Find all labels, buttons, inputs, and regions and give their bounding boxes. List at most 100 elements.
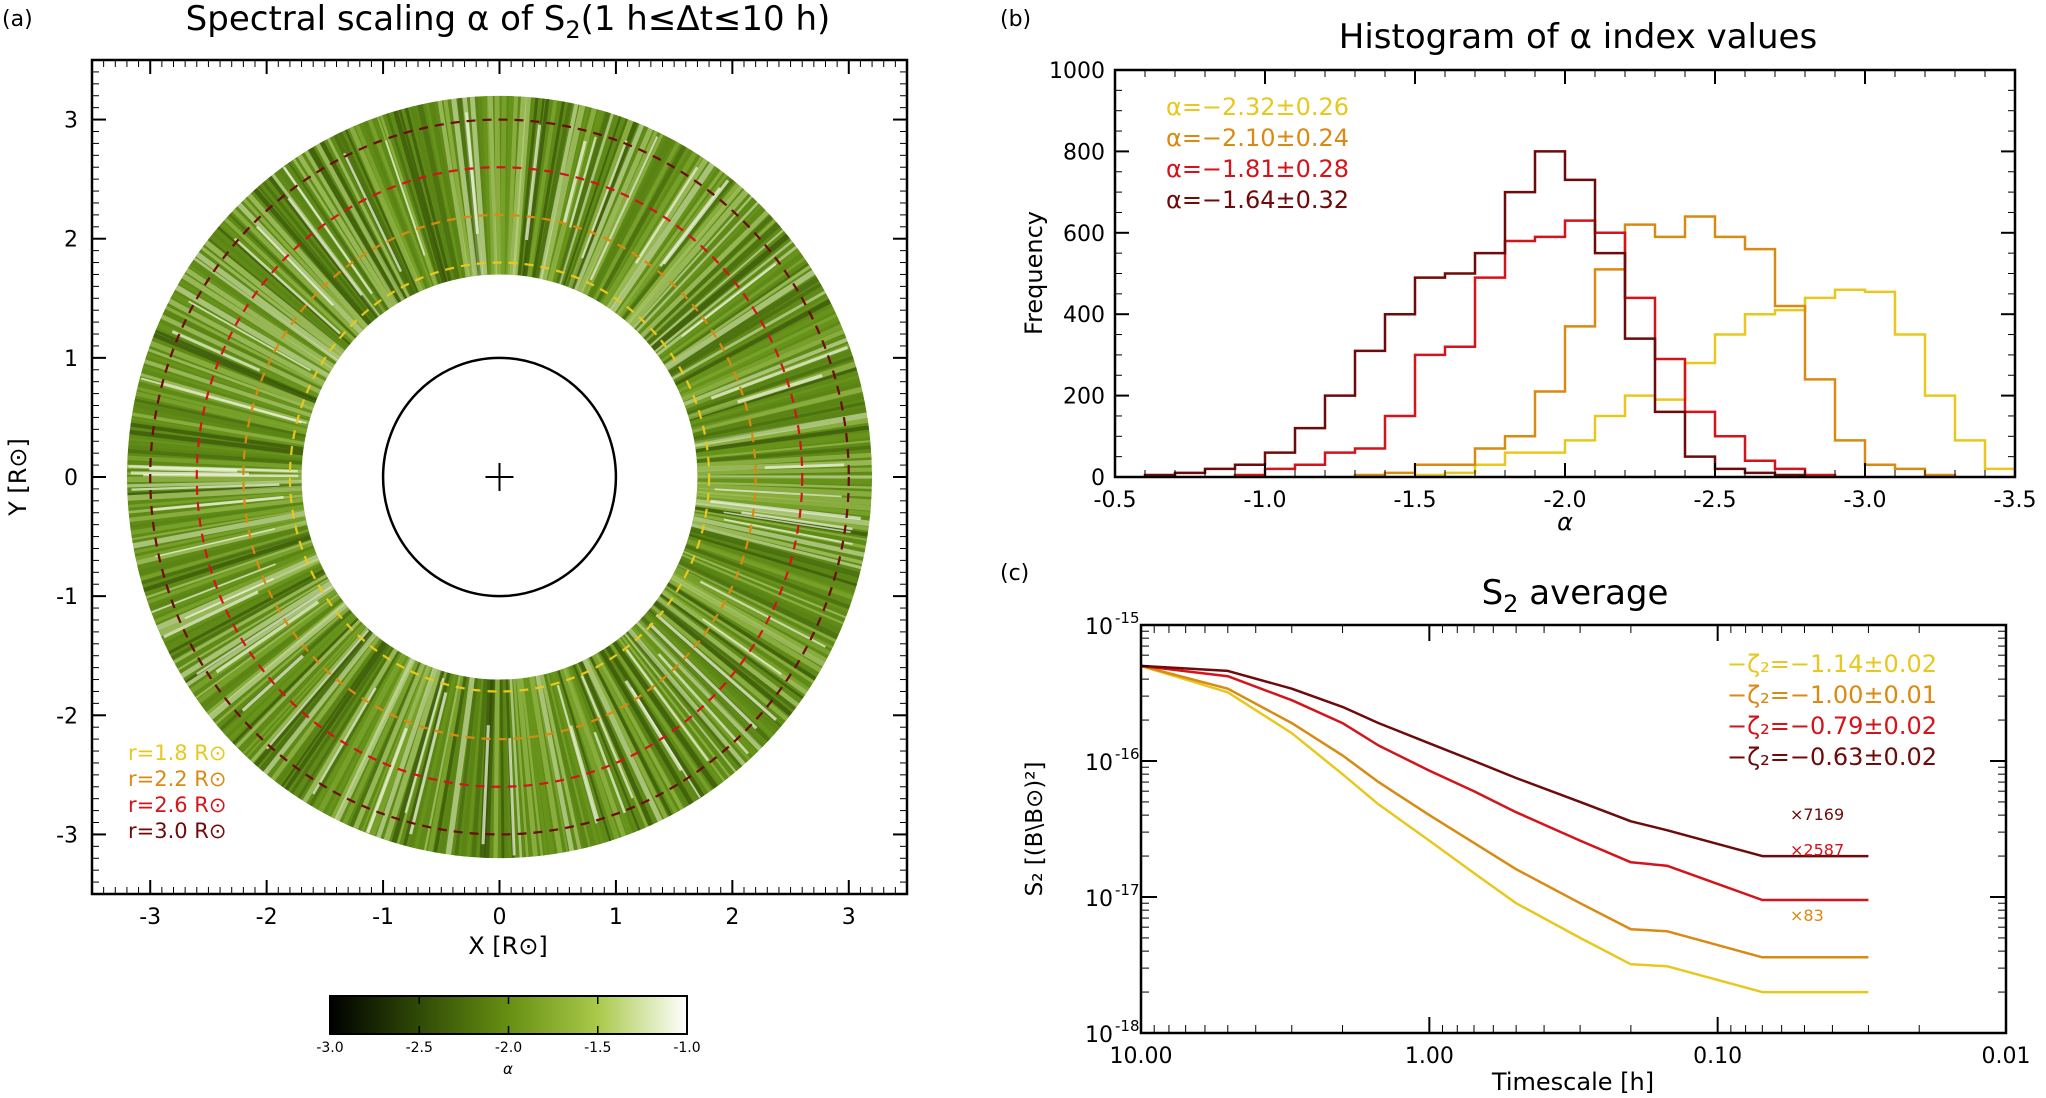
scale-factor-labels: ×83 ×2587 ×7169 bbox=[1790, 805, 1844, 925]
annulus-streak bbox=[618, 173, 728, 318]
annulus-streak bbox=[167, 298, 326, 386]
panel-b-frame bbox=[1113, 68, 2017, 479]
annulus-streak bbox=[171, 292, 328, 383]
annulus-bright-streak bbox=[593, 731, 627, 814]
annulus-streak bbox=[141, 531, 310, 585]
panel-a-label: (a) bbox=[2, 7, 33, 32]
annulus-streak bbox=[588, 656, 673, 817]
annulus-streak bbox=[679, 556, 842, 634]
annulus-bright-streak bbox=[409, 692, 448, 835]
annulus-streak bbox=[523, 98, 550, 277]
annulus-streak bbox=[694, 412, 868, 447]
annulus-streak bbox=[697, 476, 873, 485]
annulus-streak bbox=[151, 548, 316, 618]
annulus-streak bbox=[694, 418, 869, 450]
y-tick-exponent: -15 bbox=[1115, 609, 1140, 627]
annulus-streak bbox=[540, 674, 582, 850]
legend-entry-r2.2: r=2.2 R⊙ bbox=[128, 767, 227, 791]
annulus-bright-streak bbox=[283, 166, 373, 295]
x-tick-label: -2 bbox=[256, 905, 278, 930]
annulus-streak bbox=[158, 557, 321, 637]
annulus-streak bbox=[369, 666, 435, 837]
annulus-streak bbox=[599, 649, 694, 805]
annulus-streak bbox=[127, 485, 303, 501]
annulus-streak bbox=[466, 678, 485, 858]
annulus-bright-streak bbox=[149, 467, 238, 473]
annulus-streak bbox=[325, 655, 410, 816]
annulus-streak bbox=[127, 491, 303, 508]
colorbar-tick-label: -1.5 bbox=[584, 1040, 611, 1056]
annulus-streak bbox=[691, 523, 862, 570]
panel-b-title: Histogram of α index values bbox=[1339, 17, 1817, 57]
annulus-streak bbox=[506, 96, 519, 275]
annulus-streak bbox=[128, 437, 303, 458]
annulus-streak bbox=[517, 97, 539, 276]
annulus-bright-streak bbox=[764, 463, 845, 470]
annulus-streak bbox=[475, 96, 489, 275]
annulus-streak bbox=[656, 596, 800, 708]
y-tick-label: 200 bbox=[1063, 385, 1105, 410]
annulus-streak bbox=[550, 109, 605, 283]
annulus-bright-streak bbox=[681, 263, 777, 338]
annulus-streak bbox=[534, 675, 569, 853]
y-tick-label: 10 bbox=[1085, 887, 1113, 912]
annulus-bright-streak bbox=[384, 140, 426, 256]
annulus-streak bbox=[313, 651, 404, 810]
annulus-streak bbox=[263, 632, 377, 775]
annulus-streak bbox=[461, 678, 483, 857]
annulus-bright-streak bbox=[655, 613, 778, 721]
legend-entry-1: −ζ₂=−1.00±0.01 bbox=[1727, 681, 1937, 709]
annulus-streak bbox=[204, 240, 346, 355]
annulus-streak bbox=[235, 619, 362, 749]
annulus-streak bbox=[391, 670, 446, 844]
y-tick-exponent: -17 bbox=[1115, 881, 1140, 899]
annulus-streak bbox=[486, 95, 498, 275]
annulus-streak bbox=[139, 529, 310, 582]
annulus-bright-streak bbox=[366, 727, 408, 834]
x-tick-label: 2 bbox=[725, 905, 739, 930]
y-tick-label: -3 bbox=[56, 823, 78, 848]
annulus-streak bbox=[217, 226, 351, 346]
annulus-streak bbox=[242, 623, 365, 755]
panel-a-xlabel: X [R⊙] bbox=[468, 932, 548, 960]
annulus-streak bbox=[534, 102, 573, 279]
annulus-streak bbox=[253, 628, 372, 767]
annulus-streak bbox=[684, 546, 849, 613]
annulus-bright-streak bbox=[255, 225, 334, 307]
annulus-streak bbox=[535, 675, 575, 852]
annulus-streak bbox=[696, 445, 872, 463]
annulus-streak bbox=[223, 612, 355, 736]
x-tick-label: -3.5 bbox=[1994, 488, 2037, 513]
annulus-streak bbox=[427, 675, 465, 852]
annulus-bright-streak bbox=[710, 499, 861, 521]
annulus-streak bbox=[393, 110, 447, 284]
annulus-streak bbox=[185, 267, 335, 370]
annulus-streak bbox=[154, 329, 318, 401]
annulus-streak bbox=[135, 391, 307, 435]
annulus-streak bbox=[694, 509, 868, 541]
annulus-streak bbox=[253, 187, 372, 326]
annulus-streak bbox=[693, 401, 866, 440]
annulus-streak bbox=[690, 526, 861, 578]
annulus-streak bbox=[662, 588, 810, 692]
panel-a-axes: -3 -2 -1 0 1 2 3 -3 -2 -1 0 1 2 3 bbox=[56, 59, 908, 930]
annulus-streak bbox=[168, 569, 325, 655]
annulus-streak bbox=[687, 538, 855, 597]
annulus-streak bbox=[469, 96, 488, 276]
annulus-streak bbox=[499, 679, 505, 859]
annulus-streak bbox=[638, 618, 765, 748]
annulus-streak bbox=[433, 676, 468, 853]
panel-b-xlabel: α bbox=[1557, 508, 1573, 536]
annulus-streak bbox=[697, 483, 872, 497]
annulus-streak bbox=[613, 166, 718, 314]
annulus-streak bbox=[173, 574, 328, 664]
annulus-streak bbox=[208, 602, 348, 720]
annulus-streak bbox=[443, 99, 473, 277]
y-tick-label: 10 bbox=[1085, 751, 1113, 776]
annulus-streak bbox=[691, 520, 863, 565]
y-tick-exponent: -16 bbox=[1115, 745, 1140, 763]
x-tick-label: 3 bbox=[842, 905, 856, 930]
annulus-streak bbox=[664, 269, 816, 371]
annulus-streak bbox=[423, 675, 461, 851]
radius-circle-3 bbox=[149, 118, 850, 836]
